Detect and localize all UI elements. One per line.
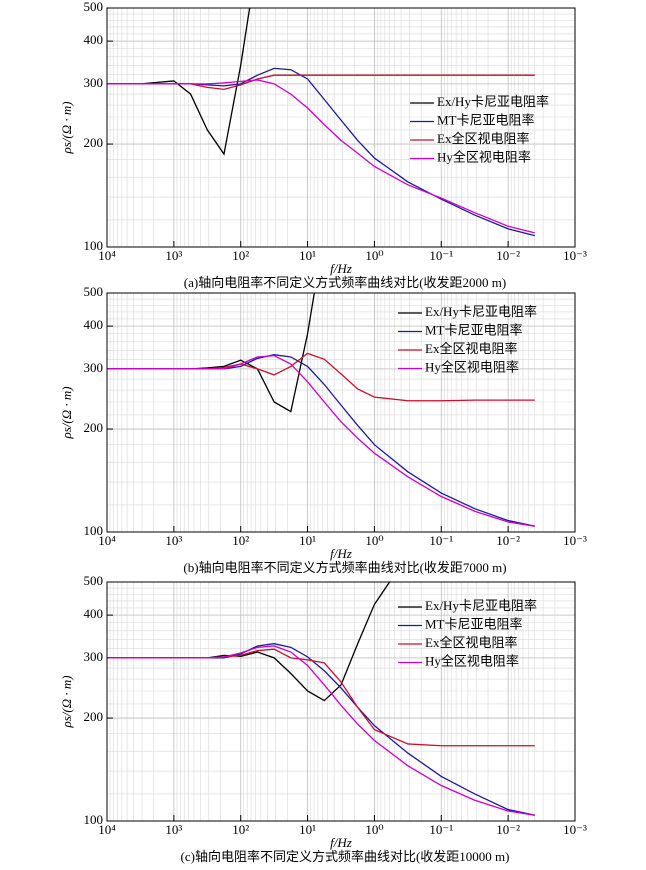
chart-title: (c)轴向电阻率不同定义方式频率曲线对比(收发距10000 m) [181,849,510,864]
x-tick-label: 10⁴ [98,533,116,548]
x-tick-label: 10⁴ [98,248,116,263]
x-tick-label: 10⁴ [98,822,116,837]
x-tick-label: 10⁰ [365,533,383,548]
x-tick-label: 10⁻² [496,533,520,548]
series-line [107,74,535,91]
x-tick-label: 10⁻³ [563,822,587,837]
plot-frame [106,581,576,822]
x-tick-label: 10⁻³ [563,533,587,548]
x-tick-label: 10⁻¹ [429,533,453,548]
x-axis-label: f/Hz [330,546,352,561]
y-tick-label: 400 [84,606,104,621]
legend-label: Hy全区视电阻率 [437,149,531,164]
y-tick-label: 300 [84,75,104,90]
x-tick-label: 10² [232,533,249,548]
legend-label: MT卡尼亚电阻率 [425,616,523,631]
x-tick-label: 10⁻² [496,822,520,837]
x-axis-label: f/Hz [330,835,352,850]
y-tick-label: 200 [84,135,104,150]
x-tick-label: 10³ [165,248,182,263]
chart-panel: 10⁴ 10³ 10² 10¹ 10⁰ 10⁻¹ 10⁻² 10⁻³ 100 200 300 400 5… [59,573,587,864]
x-tick-label: 10² [232,248,249,263]
series-line [107,643,535,816]
legend-label: Ex/Hy卡尼亚电阻率 [425,598,537,613]
series-line [107,293,315,413]
legend-label: Ex全区视电阻率 [425,635,517,650]
y-tick-label: 400 [84,32,104,47]
series-line [107,79,535,234]
series-line [107,354,535,527]
y-tick-label: 200 [84,420,104,435]
legend-label: Ex全区视电阻率 [425,341,517,356]
x-tick-label: 10⁰ [365,248,383,263]
series-line [107,645,535,816]
legend-label: Ex全区视电阻率 [437,131,529,146]
y-tick-label: 400 [84,317,104,332]
x-tick-label: 10¹ [299,248,316,263]
y-axis-label: ρs/(Ω · m) [59,675,74,728]
chart-panel: 10⁴ 10³ 10² 10¹ 10⁰ 10⁻¹ 10⁻² 10⁻³ 100 200 300 400 5… [59,284,587,575]
y-tick-label: 100 [84,812,104,827]
x-tick-label: 10⁻³ [563,248,587,263]
x-tick-label: 10¹ [299,822,316,837]
y-tick-label: 500 [84,284,104,299]
y-axis-label: ρs/(Ω · m) [59,386,74,439]
legend-label: MT卡尼亚电阻率 [437,112,535,127]
chart-title: (b)轴向电阻率不同定义方式频率曲线对比(收发距7000 m) [183,560,506,575]
y-tick-label: 300 [84,649,104,664]
series-line [107,582,391,702]
chart-panel: 10⁴ 10³ 10² 10¹ 10⁰ 10⁻¹ 10⁻² 10⁻³ 100 200 300 400 5… [59,0,587,290]
x-tick-label: 10⁻¹ [429,248,453,263]
y-tick-label: 200 [84,709,104,724]
x-tick-label: 10⁰ [365,822,383,837]
x-tick-label: 10³ [165,533,182,548]
legend-label: MT卡尼亚电阻率 [425,322,523,337]
y-axis-label: ρs/(Ω · m) [59,101,74,154]
series-line [107,354,535,527]
legend-label: Ex/Hy卡尼亚电阻率 [425,304,537,319]
legend-label: Hy全区视电阻率 [425,653,519,668]
legend-label: Hy全区视电阻率 [425,359,519,374]
plot-frame [106,292,576,533]
x-tick-label: 10¹ [299,533,316,548]
legend-label: Ex/Hy卡尼亚电阻率 [437,94,549,109]
x-axis-label: f/Hz [330,261,352,276]
x-tick-label: 10⁻² [496,248,520,263]
y-tick-label: 500 [84,0,104,14]
plot-frame [106,7,576,248]
x-tick-label: 10⁻¹ [429,822,453,837]
series-line [107,8,251,156]
x-tick-label: 10² [232,822,249,837]
y-tick-label: 100 [84,238,104,253]
y-tick-label: 500 [84,573,104,588]
x-tick-label: 10³ [165,822,182,837]
y-tick-label: 100 [84,523,104,538]
y-tick-label: 300 [84,360,104,375]
chart-title: (a)轴向电阻率不同定义方式频率曲线对比(收发距2000 m) [184,275,506,290]
